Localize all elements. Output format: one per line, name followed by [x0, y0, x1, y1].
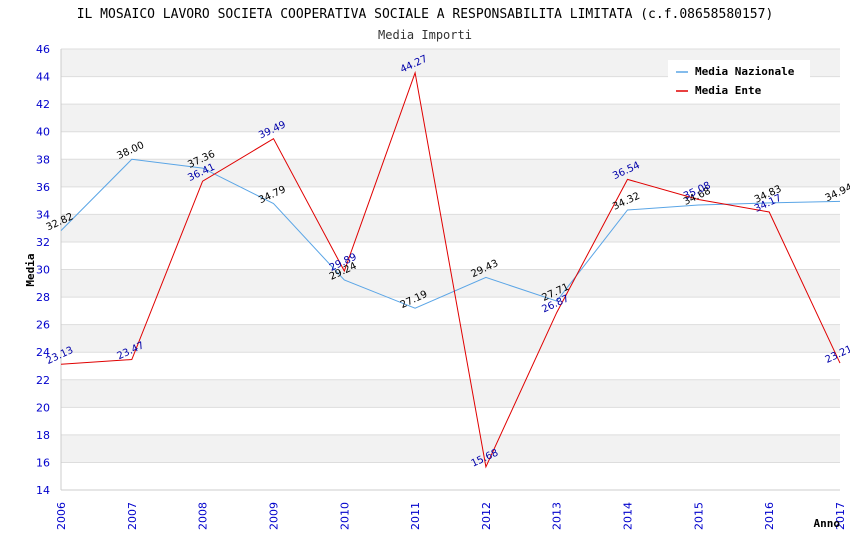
legend-label-media-nazionale: Media Nazionale [695, 65, 795, 78]
y-tick-label: 30 [36, 264, 50, 277]
grid-band [61, 241, 840, 270]
y-tick-label: 20 [36, 401, 50, 414]
y-tick-label: 44 [36, 71, 50, 84]
y-axis-label: Media [24, 253, 37, 286]
legend: Media Nazionale Media Ente [668, 60, 810, 102]
grid-band [61, 297, 840, 325]
x-tick-label: 2014 [622, 502, 635, 530]
y-tick-label: 28 [36, 291, 50, 304]
grid-band [61, 434, 840, 463]
y-tick-label: 40 [36, 126, 50, 139]
grid-band [61, 186, 840, 215]
chart-subtitle: Media Importi [378, 28, 472, 42]
x-tick-labels: 2006 2007 2008 2009 2010 2011 2012 2013 2014 2015… [55, 502, 847, 530]
x-tick-label: 2010 [338, 502, 351, 530]
x-tick-label: 2008 [197, 502, 210, 530]
y-tick-label: 46 [36, 43, 50, 56]
grid-band [61, 379, 840, 408]
y-tick-label: 22 [36, 374, 50, 387]
x-tick-label: 2017 [834, 502, 847, 530]
grid-band [61, 159, 840, 187]
x-axis-label: Anno [814, 517, 841, 530]
x-tick-label: 2016 [763, 502, 776, 530]
y-tick-label: 34 [36, 208, 50, 221]
grid-band [61, 324, 840, 353]
grid-band [61, 214, 840, 242]
x-tick-label: 2013 [551, 502, 564, 530]
legend-box [668, 60, 810, 102]
y-tick-label: 18 [36, 429, 50, 442]
x-tick-label: 2006 [55, 502, 68, 530]
grid-band [61, 352, 840, 380]
x-tick-label: 2012 [480, 502, 493, 530]
x-tick-label: 2009 [267, 502, 280, 530]
y-tick-label: 42 [36, 98, 50, 111]
y-tick-label: 16 [36, 456, 50, 469]
grid-band [61, 462, 840, 490]
y-tick-label: 26 [36, 319, 50, 332]
grid-band [61, 104, 840, 132]
y-tick-label: 14 [36, 484, 50, 497]
y-tick-label: 38 [36, 153, 50, 166]
y-tick-label: 32 [36, 236, 50, 249]
y-tick-label: 36 [36, 181, 50, 194]
chart-title: IL MOSAICO LAVORO SOCIETA COOPERATIVA SO… [77, 7, 774, 22]
x-tick-label: 2007 [126, 502, 139, 530]
x-tick-label: 2015 [692, 502, 705, 530]
axes [60, 49, 840, 491]
x-tick-label: 2011 [409, 502, 422, 530]
grid-band [61, 407, 840, 435]
y-tick-label: 24 [36, 346, 50, 359]
series-lines [60, 70, 841, 469]
grid-band [61, 131, 840, 160]
legend-label-media-ente: Media Ente [695, 84, 762, 97]
series-line-media-nazionale [60, 158, 841, 309]
y-tick-labels: 14 16 18 20 22 24 26 28 30 32 34 36 38 40 42 44 46 [36, 43, 50, 497]
series-line-media-ente [60, 70, 841, 469]
